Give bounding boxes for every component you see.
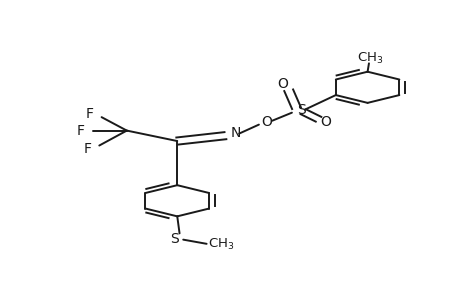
Text: O: O [261, 115, 272, 129]
Text: S: S [296, 103, 305, 117]
Text: F: F [86, 107, 94, 121]
Text: O: O [319, 115, 330, 129]
Text: CH$_3$: CH$_3$ [207, 237, 234, 252]
Text: O: O [277, 77, 287, 91]
Text: CH$_3$: CH$_3$ [356, 51, 382, 66]
Text: F: F [77, 124, 85, 138]
Text: F: F [84, 142, 92, 155]
Text: N: N [230, 126, 240, 140]
Text: S: S [170, 232, 179, 246]
